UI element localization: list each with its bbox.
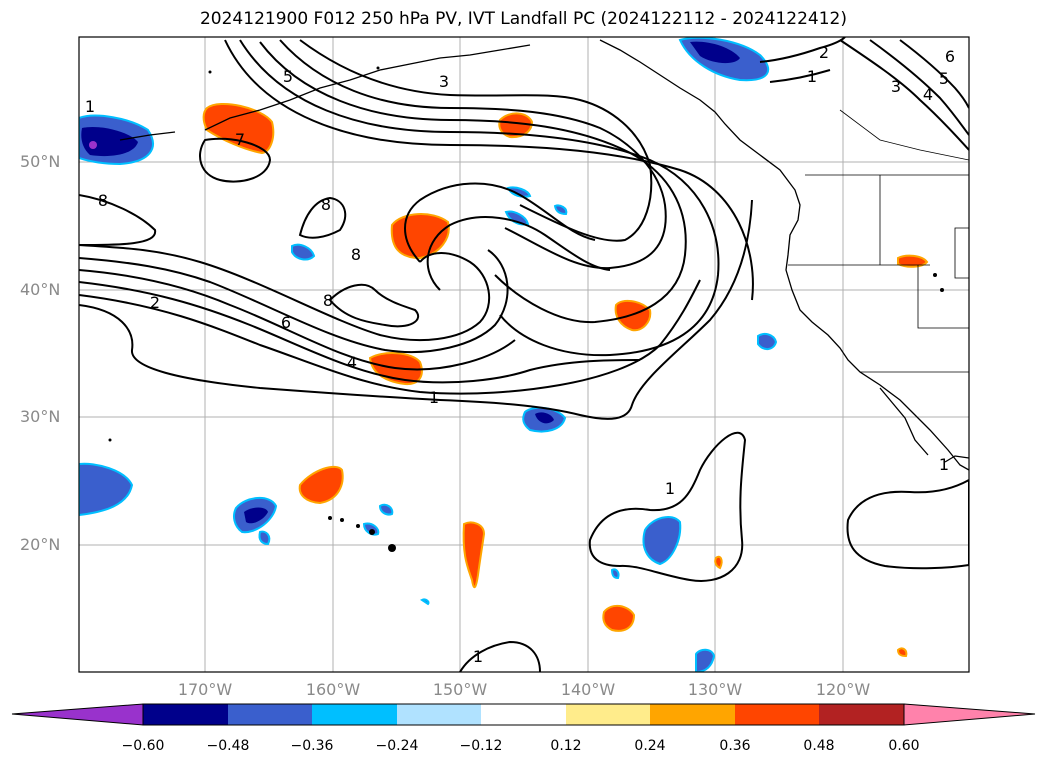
contour-label: 3 <box>439 72 449 91</box>
colorbar-tick-label: 0.12 <box>550 738 582 754</box>
colorbar-extend-low <box>11 703 144 726</box>
colorbar-bin <box>228 704 312 725</box>
colorbar <box>11 703 1036 726</box>
lon-label: 170°W <box>177 680 233 699</box>
colorbar-tick-label: 0.36 <box>719 738 751 754</box>
contour-label: 1 <box>939 455 949 474</box>
colorbar-bin <box>397 704 481 725</box>
coastline <box>119 39 969 471</box>
contour-label: 4 <box>923 85 933 104</box>
colorbar-bin <box>481 704 566 725</box>
pv-contours <box>79 37 969 672</box>
contour-label: 4 <box>347 353 357 372</box>
contour-label: 8 <box>321 195 331 214</box>
contour-label: 1 <box>85 97 95 116</box>
islands <box>108 66 944 552</box>
colorbar-frame <box>142 703 905 726</box>
map-title: 2024121900 F012 250 hPa PV, IVT Landfall… <box>199 9 847 29</box>
contour-label: 1 <box>665 479 675 498</box>
contour-label: 8 <box>98 191 108 210</box>
colorbar-tick-label: 0.60 <box>888 738 920 754</box>
colorbar-tick-label: 0.24 <box>634 738 666 754</box>
contour-label: 5 <box>939 69 949 88</box>
gridlines <box>79 37 969 672</box>
colorbar-bin <box>735 704 819 725</box>
strong-negative-cores <box>81 41 740 524</box>
contour-label: 6 <box>945 47 955 66</box>
contour-label: 2 <box>819 43 829 62</box>
contour-label: 5 <box>283 67 293 86</box>
colorbar-tick-label: −0.24 <box>375 738 419 754</box>
contour-label: 7 <box>235 130 245 149</box>
min-core <box>89 141 97 149</box>
colorbar-tick-label: −0.48 <box>206 738 250 754</box>
contour-label: 3 <box>891 77 901 96</box>
colorbar-tick-label: −0.36 <box>290 738 334 754</box>
plot-area <box>79 37 969 672</box>
lat-label: 20°N <box>20 535 61 554</box>
lon-label: 160°W <box>305 680 361 699</box>
lat-label: 50°N <box>20 152 61 171</box>
lon-label: 150°W <box>432 680 488 699</box>
lon-label: 140°W <box>560 680 616 699</box>
colorbar-bin <box>143 704 228 725</box>
lon-label: 120°W <box>815 680 871 699</box>
plot-frame <box>78 36 970 673</box>
colorbar-extend-high <box>903 703 1036 726</box>
contour-label: 2 <box>150 293 160 312</box>
contour-label-group: 5 3 2 1 6 5 3 4 1 7 8 8 8 8 2 6 4 1 1 1 … <box>85 43 955 666</box>
contour-label: 8 <box>323 291 333 310</box>
political-borders <box>788 109 969 373</box>
colorbar-tick-label: −0.60 <box>121 738 165 754</box>
colorbar-tick-label: 0.48 <box>803 738 835 754</box>
colorbar-bin <box>566 704 650 725</box>
colorbar-bin <box>312 704 397 725</box>
contour-label: 6 <box>281 313 291 332</box>
colorbar-bin <box>819 704 904 725</box>
lat-label: 40°N <box>20 280 61 299</box>
colorbar-tick-label: −0.12 <box>459 738 503 754</box>
colorbar-bin <box>650 704 735 725</box>
contour-label: 8 <box>351 245 361 264</box>
contour-label: 1 <box>429 388 439 407</box>
contour-label: 1 <box>473 647 483 666</box>
contour-label: 1 <box>807 67 817 86</box>
lat-label: 30°N <box>20 407 61 426</box>
lon-label: 130°W <box>687 680 743 699</box>
